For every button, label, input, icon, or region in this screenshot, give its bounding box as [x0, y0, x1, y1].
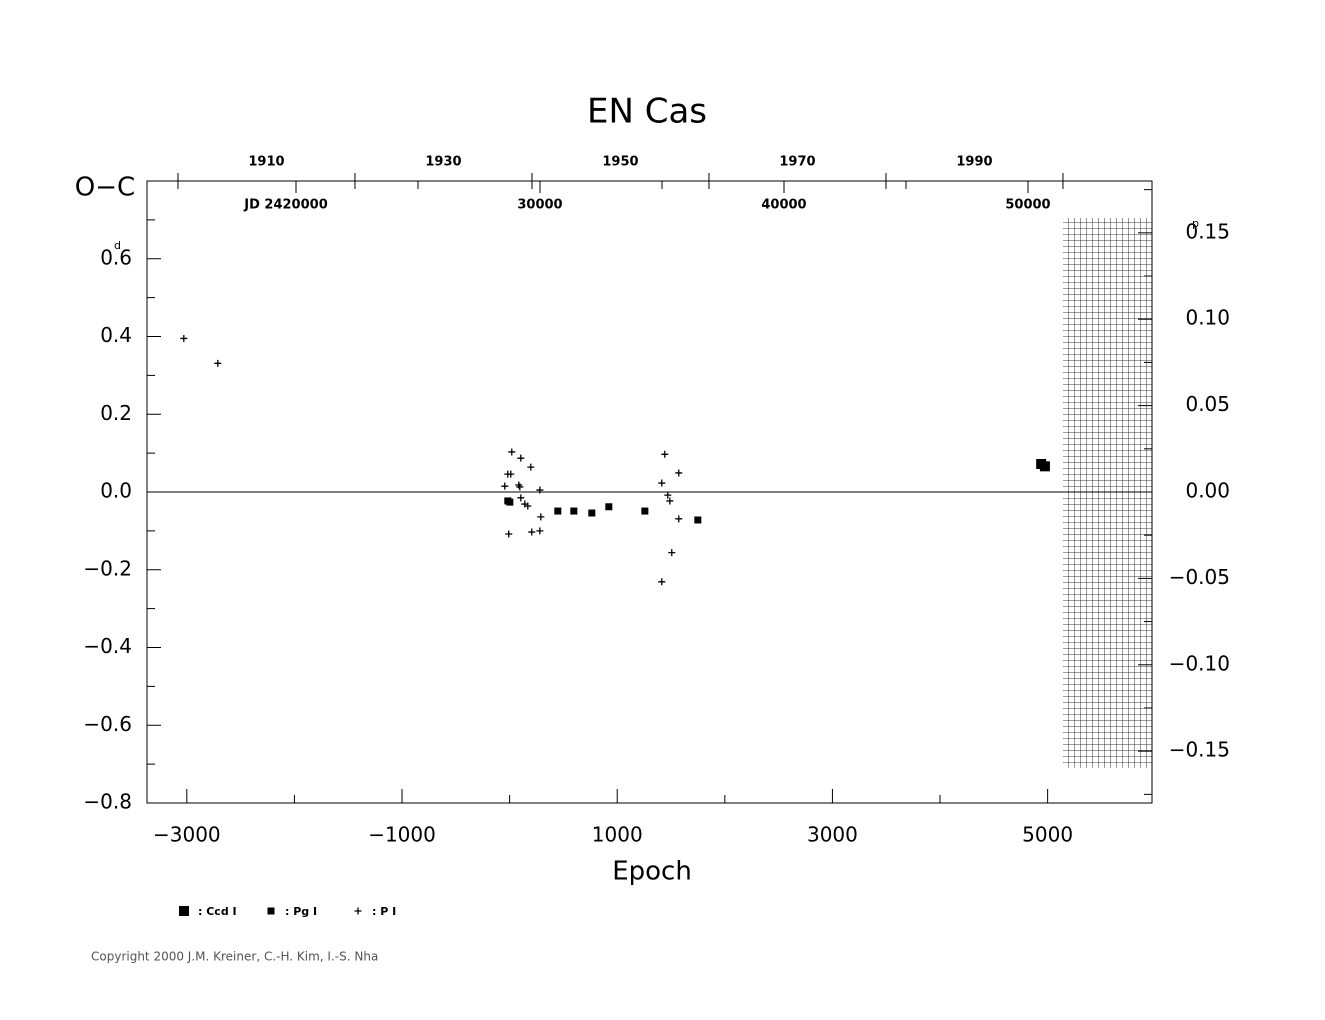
- y-tick-label: 0.0: [100, 479, 132, 503]
- year-label: 1990: [956, 155, 992, 170]
- y-tick-label: 0.6: [100, 245, 132, 269]
- y2-tick-label: −0.05: [1169, 565, 1230, 589]
- x-tick-label: 1000: [592, 823, 643, 847]
- y-tick-label: −0.2: [83, 556, 132, 580]
- year-label: 1930: [425, 155, 461, 170]
- data-point: [554, 507, 562, 515]
- data-point: [664, 491, 672, 499]
- data-point: [517, 494, 525, 502]
- data-point: [570, 507, 578, 515]
- y2-tick-label: −0.10: [1169, 651, 1230, 675]
- y-tick-label: −0.8: [83, 790, 132, 814]
- y2-tick-label: 0.15: [1185, 219, 1230, 243]
- data-point: [501, 482, 509, 490]
- legend-label: : Ccd I: [198, 905, 237, 918]
- data-point: [666, 497, 674, 505]
- legend-label: : Pg I: [285, 905, 317, 918]
- data-point: [536, 527, 544, 535]
- data-point: [675, 469, 683, 477]
- copyright: Copyright 2000 J.M. Kreiner, C.-H. Kim, …: [91, 950, 378, 964]
- data-point: [641, 507, 649, 515]
- data-point: [605, 503, 613, 511]
- y-tick-label: −0.4: [83, 634, 132, 658]
- y-tick-label: 0.4: [100, 323, 132, 347]
- y-tick-label: −0.6: [83, 712, 132, 736]
- jd-label: 40000: [761, 198, 806, 213]
- x-tick-label: 5000: [1022, 823, 1073, 847]
- data-point: [180, 334, 188, 342]
- jd-label: 30000: [517, 198, 562, 213]
- legend-marker: [354, 907, 362, 915]
- data-point: [507, 470, 515, 478]
- hatched-region: [1063, 218, 1152, 768]
- year-label: 1950: [602, 155, 638, 170]
- y2-tick-label: −0.15: [1169, 738, 1230, 762]
- jd-label: 50000: [1005, 198, 1050, 213]
- data-point: [517, 454, 525, 462]
- legend-label: : P I: [372, 905, 396, 918]
- data-point: [675, 515, 683, 523]
- data-point: [658, 479, 666, 487]
- y2-tick-label: 0.05: [1185, 392, 1230, 416]
- data-point: [524, 502, 532, 510]
- y2-tick-label: 0.10: [1185, 306, 1230, 330]
- data-point: [527, 463, 535, 471]
- x-tick-label: −3000: [153, 823, 221, 847]
- y2-tick-label: 0.00: [1185, 479, 1230, 503]
- data-point: [508, 448, 516, 456]
- x-tick-label: 3000: [807, 823, 858, 847]
- data-point: [536, 486, 544, 494]
- legend-marker: [179, 906, 189, 916]
- data-point: [1039, 461, 1050, 472]
- data-point: [214, 359, 222, 367]
- year-label: 1910: [248, 155, 284, 170]
- x-axis-label: Epoch: [612, 857, 692, 887]
- y-unit: d: [114, 239, 121, 252]
- data-point: [668, 549, 676, 557]
- y2-unit: p: [1192, 217, 1199, 230]
- chart-title: EN Cas: [587, 92, 707, 132]
- data-point: [661, 450, 669, 458]
- y-tick-label: 0.2: [100, 401, 132, 425]
- legend-marker: [267, 907, 275, 915]
- data-point: [658, 578, 666, 586]
- year-label: 1970: [779, 155, 815, 170]
- data-point: [537, 513, 545, 521]
- data-point: [528, 528, 536, 536]
- data-point: [694, 516, 702, 524]
- y-axis-label: O−C: [75, 173, 135, 203]
- data-point: [588, 509, 596, 517]
- x-tick-label: −1000: [368, 823, 436, 847]
- data-point: [505, 530, 513, 538]
- jd-label: JD 2420000: [243, 198, 327, 213]
- data-point: [506, 498, 514, 506]
- data-point: [516, 483, 524, 491]
